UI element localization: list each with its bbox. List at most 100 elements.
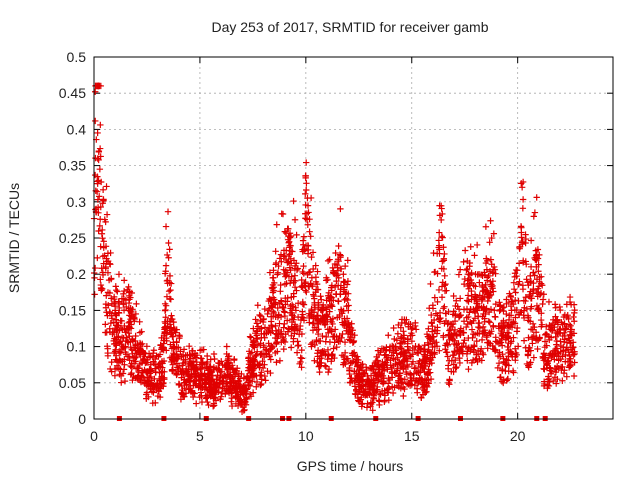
data-point: [102, 265, 109, 272]
data-point: [104, 250, 112, 257]
data-point: [308, 253, 315, 261]
data-point: [344, 357, 352, 365]
data-point: [358, 393, 365, 401]
data-point: [253, 320, 261, 327]
data-point: [520, 314, 528, 322]
data-point: [174, 354, 182, 362]
data-point: [540, 365, 547, 372]
data-point: [180, 346, 188, 353]
data-point: [539, 296, 547, 303]
data-point: [529, 320, 537, 328]
data-point: [303, 180, 310, 187]
data-point: [134, 365, 141, 372]
data-point: [303, 216, 311, 223]
data-point: [180, 356, 187, 364]
data-point: [473, 337, 480, 345]
data-point: [512, 353, 519, 360]
data-point: [278, 339, 285, 346]
data-point: [334, 297, 342, 305]
data-point: [345, 328, 352, 336]
data-point: [199, 383, 206, 390]
data-point: [472, 294, 479, 301]
data-point: [94, 196, 102, 203]
data-point: [100, 238, 107, 245]
data-point: [251, 344, 258, 351]
data-point: [173, 339, 180, 346]
data-point: [314, 286, 322, 293]
data-point: [102, 304, 110, 311]
data-point: [156, 393, 164, 401]
data-point: [192, 380, 199, 387]
data-point: [245, 381, 252, 389]
data-point: [495, 340, 503, 347]
data-point: [311, 357, 318, 364]
data-point: [436, 309, 444, 317]
data-point: [328, 358, 335, 365]
data-point: [309, 265, 317, 273]
data-point: [318, 352, 326, 359]
data-point: [304, 221, 311, 228]
data-point: [566, 340, 574, 347]
data-point: [515, 260, 523, 267]
data-point: [388, 364, 395, 371]
data-point: [176, 334, 183, 342]
data-point: [519, 196, 527, 203]
data-point: [143, 343, 151, 350]
y-axis-label: SRMTID / TECUs: [6, 183, 22, 293]
data-point: [522, 235, 530, 243]
data-point: [465, 344, 473, 351]
data-point: [417, 394, 425, 401]
data-point: [304, 250, 312, 257]
data-point: [464, 357, 471, 364]
data-point: [350, 337, 358, 345]
data-point: [112, 322, 120, 329]
data-point: [289, 248, 296, 255]
data-point: [561, 320, 568, 327]
data-point: [277, 251, 285, 258]
data-point: [423, 379, 430, 386]
data-point: [298, 346, 305, 354]
data-point: [266, 269, 274, 276]
data-point: [232, 384, 240, 391]
data-point: [96, 193, 103, 200]
data-point: [440, 265, 448, 273]
data-point: [326, 256, 333, 263]
data-point: [268, 304, 275, 311]
data-point: [451, 317, 459, 325]
data-point: [320, 317, 327, 325]
data-point: [551, 356, 558, 363]
data-point: [259, 364, 267, 372]
data-point: [340, 353, 347, 361]
data-point: [284, 298, 291, 305]
data-point: [334, 264, 341, 271]
data-point: [155, 363, 162, 370]
data-point: [300, 233, 308, 240]
data-point: [131, 353, 138, 361]
data-point: [91, 291, 98, 298]
data-point: [501, 324, 508, 332]
data-point: [473, 351, 480, 358]
data-point: [450, 368, 457, 376]
data-point: [316, 368, 323, 376]
data-point: [150, 358, 157, 365]
data-point: [397, 375, 404, 382]
data-point: [434, 327, 441, 334]
data-point: [234, 402, 242, 410]
data-point: [484, 257, 491, 265]
data-point: [307, 194, 315, 202]
x-tick-label: 10: [298, 428, 314, 444]
data-point: [487, 217, 494, 224]
data-point: [134, 376, 142, 384]
data-point: [176, 381, 183, 388]
data-point: [297, 316, 305, 324]
data-point: [150, 389, 157, 396]
data-point: [384, 366, 391, 373]
data-point: [309, 249, 317, 256]
data-point: [228, 402, 236, 410]
data-point: [185, 371, 193, 378]
data-point: [247, 334, 255, 341]
data-point: [195, 373, 203, 380]
data-point: [356, 398, 363, 405]
data-point: [479, 282, 486, 289]
data-point: [178, 389, 185, 396]
